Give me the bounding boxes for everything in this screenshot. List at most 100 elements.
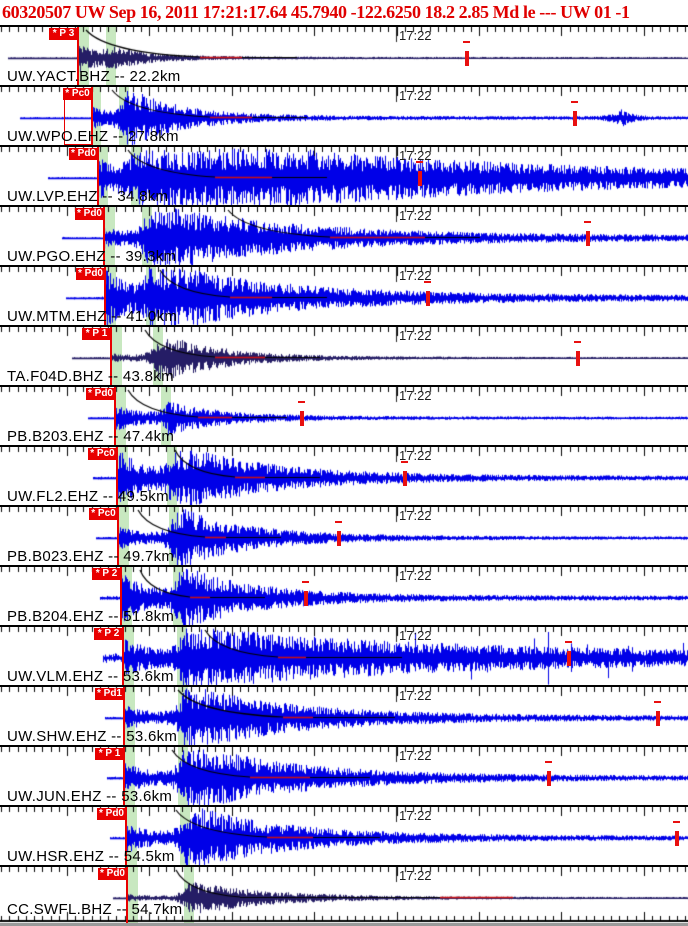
phase-pick-flag[interactable]: * Pd0 bbox=[69, 148, 98, 160]
minute-label: 17:22 bbox=[399, 748, 432, 763]
trace-row[interactable]: * P 3 17:22 UW.YACT.BHZ -- 22.2km bbox=[0, 25, 688, 85]
trace-row[interactable]: * Pd0 17:22 UW.MTM.EHZ -- 41.0km bbox=[0, 265, 688, 325]
coda-marker-dash bbox=[571, 101, 578, 103]
coda-duration-marker[interactable] bbox=[304, 591, 308, 606]
coda-duration-marker[interactable] bbox=[426, 291, 430, 306]
station-label: UW.JUN.EHZ -- 53.6km bbox=[7, 788, 173, 805]
coda-duration-marker[interactable] bbox=[656, 711, 660, 726]
minute-label: 17:22 bbox=[399, 28, 432, 43]
waveform-canvas[interactable] bbox=[0, 207, 688, 265]
phase-pick-flag[interactable]: * Pc0 bbox=[88, 448, 117, 460]
phase-pick-flag[interactable]: * Pd0 bbox=[86, 388, 115, 400]
station-label: UW.WPO.EHZ -- 27.8km bbox=[7, 128, 179, 145]
phase-pick-flag[interactable]: * Pc0 bbox=[63, 88, 92, 100]
waveform-canvas[interactable] bbox=[0, 267, 688, 325]
pick-line[interactable] bbox=[97, 147, 99, 205]
station-label: PB.B023.EHZ -- 49.7km bbox=[7, 548, 175, 565]
coda-marker-dash bbox=[416, 161, 423, 163]
minute-label: 17:22 bbox=[399, 868, 432, 883]
minute-label: 17:22 bbox=[399, 388, 432, 403]
coda-marker-dash bbox=[574, 341, 581, 343]
coda-duration-marker[interactable] bbox=[586, 231, 590, 246]
pick-line[interactable] bbox=[116, 447, 118, 505]
waveform-canvas[interactable] bbox=[0, 327, 688, 385]
pick-line[interactable] bbox=[123, 747, 125, 805]
coda-duration-marker[interactable] bbox=[403, 471, 407, 486]
minute-label: 17:22 bbox=[399, 448, 432, 463]
coda-duration-marker[interactable] bbox=[576, 351, 580, 366]
trace-row[interactable]: * Pd0 17:22 CC.SWFL.BHZ -- 54.7km bbox=[0, 865, 688, 926]
coda-marker-dash bbox=[463, 41, 470, 43]
coda-duration-marker[interactable] bbox=[675, 831, 679, 846]
station-label: UW.LVP.EHZ -- 34.8km bbox=[7, 188, 169, 205]
coda-duration-marker[interactable] bbox=[567, 651, 571, 666]
coda-marker-dash bbox=[298, 401, 305, 403]
station-label: UW.YACT.BHZ -- 22.2km bbox=[7, 68, 181, 85]
phase-pick-flag[interactable]: * Pd0 bbox=[97, 808, 126, 820]
phase-pick-flag[interactable]: * Pc0 bbox=[89, 508, 118, 520]
pick-line[interactable] bbox=[117, 507, 119, 565]
phase-pick-flag[interactable]: * P 2 bbox=[92, 568, 121, 580]
waveform-canvas[interactable] bbox=[0, 27, 688, 85]
phase-pick-flag[interactable]: * P 1 bbox=[95, 748, 124, 760]
pick-line[interactable] bbox=[120, 567, 122, 625]
coda-marker-dash bbox=[654, 701, 661, 703]
pick-line[interactable] bbox=[104, 267, 106, 325]
coda-duration-marker[interactable] bbox=[465, 51, 469, 66]
trace-row[interactable]: * Pd1 17:22 UW.SHW.EHZ -- 53.6km bbox=[0, 685, 688, 745]
trace-row[interactable]: * Pd0 17:22 PB.B203.EHZ -- 47.4km bbox=[0, 385, 688, 445]
phase-pick-flag[interactable]: * P 3 bbox=[49, 28, 78, 40]
coda-duration-marker[interactable] bbox=[300, 411, 304, 426]
pick-line[interactable] bbox=[126, 867, 128, 926]
trace-row[interactable]: * P 1 17:22 TA.F04D.BHZ -- 43.8km bbox=[0, 325, 688, 385]
trace-row[interactable]: * Pc0 17:22 UW.WPO.EHZ -- 27.8km bbox=[0, 85, 688, 145]
waveform-canvas[interactable] bbox=[0, 147, 688, 205]
phase-pick-flag[interactable]: * Pd0 bbox=[98, 868, 127, 880]
pick-line[interactable] bbox=[125, 807, 127, 865]
phase-pick-flag[interactable]: * Pd1 bbox=[95, 688, 124, 700]
phase-pick-flag[interactable]: * P 2 bbox=[94, 628, 123, 640]
pick-line[interactable] bbox=[77, 27, 79, 85]
coda-marker-dash bbox=[673, 821, 680, 823]
phase-pick-flag[interactable]: * P 1 bbox=[82, 328, 111, 340]
pick-line[interactable] bbox=[122, 627, 124, 685]
station-label: PB.B204.EHZ -- 51.8km bbox=[7, 608, 175, 625]
coda-marker-dash bbox=[302, 581, 309, 583]
trace-row[interactable]: * P 2 17:22 PB.B204.EHZ -- 51.8km bbox=[0, 565, 688, 625]
station-label: UW.FL2.EHZ -- 49.5km bbox=[7, 488, 169, 505]
pick-line[interactable] bbox=[91, 87, 93, 145]
minute-label: 17:22 bbox=[399, 688, 432, 703]
pick-line[interactable] bbox=[103, 207, 105, 265]
station-label: UW.MTM.EHZ -- 41.0km bbox=[7, 308, 178, 325]
minute-label: 17:22 bbox=[399, 508, 432, 523]
minute-label: 17:22 bbox=[399, 808, 432, 823]
coda-duration-marker[interactable] bbox=[418, 171, 422, 186]
station-label: CC.SWFL.BHZ -- 54.7km bbox=[7, 901, 183, 918]
coda-marker-dash bbox=[565, 641, 572, 643]
coda-marker-dash bbox=[335, 521, 342, 523]
trace-row[interactable]: * P 1 17:22 UW.JUN.EHZ -- 53.6km bbox=[0, 745, 688, 805]
coda-duration-marker[interactable] bbox=[547, 771, 551, 786]
phase-pick-flag[interactable]: * Pd0 bbox=[76, 268, 105, 280]
minute-label: 17:22 bbox=[399, 148, 432, 163]
station-label: UW.PGO.EHZ -- 39.3km bbox=[7, 248, 177, 265]
coda-duration-marker[interactable] bbox=[573, 111, 577, 126]
minute-label: 17:22 bbox=[399, 268, 432, 283]
pick-line[interactable] bbox=[123, 687, 125, 745]
pick-line[interactable] bbox=[114, 387, 116, 445]
trace-row[interactable]: * Pc0 17:22 PB.B023.EHZ -- 49.7km bbox=[0, 505, 688, 565]
minute-label: 17:22 bbox=[399, 328, 432, 343]
station-label: UW.VLM.EHZ -- 53.6km bbox=[7, 668, 174, 685]
station-label: UW.SHW.EHZ -- 53.6km bbox=[7, 728, 178, 745]
pick-line[interactable] bbox=[110, 327, 112, 385]
trace-row[interactable]: * Pd0 17:22 UW.PGO.EHZ -- 39.3km bbox=[0, 205, 688, 265]
trace-row[interactable]: * Pc0 17:22 UW.FL2.EHZ -- 49.5km bbox=[0, 445, 688, 505]
trace-row[interactable]: * Pd0 17:22 UW.HSR.EHZ -- 54.5km bbox=[0, 805, 688, 865]
coda-marker-dash bbox=[401, 461, 408, 463]
phase-pick-flag[interactable]: * Pd0 bbox=[75, 208, 104, 220]
trace-row[interactable]: * P 2 17:22 UW.VLM.EHZ -- 53.6km bbox=[0, 625, 688, 685]
station-label: PB.B203.EHZ -- 47.4km bbox=[7, 428, 175, 445]
trace-row[interactable]: * Pd0 17:22 UW.LVP.EHZ -- 34.8km bbox=[0, 145, 688, 205]
coda-duration-marker[interactable] bbox=[337, 531, 341, 546]
